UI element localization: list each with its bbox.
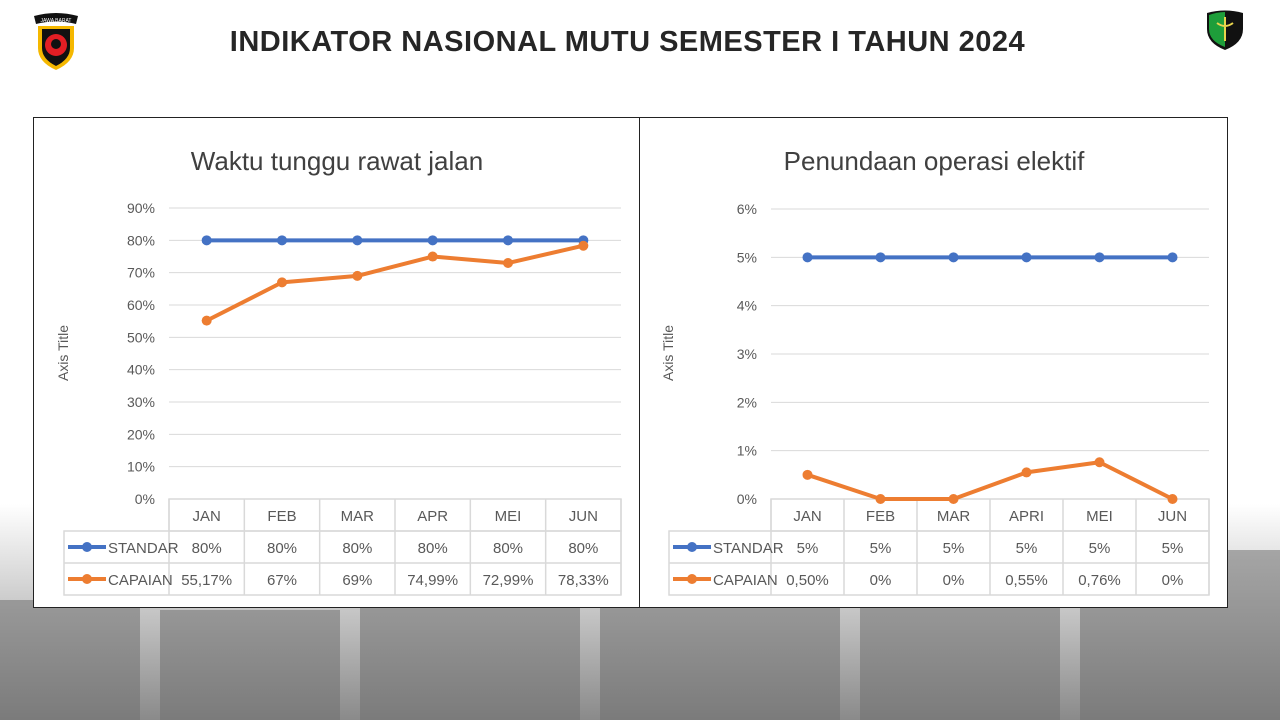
y-tick-label: 4% [737,298,757,314]
data-point-standar [1167,252,1178,263]
legend-marker-standar [82,542,92,552]
data-table-cell: 80% [267,540,297,557]
data-point-capaian [277,277,287,288]
data-table-cell: 5% [1016,540,1038,557]
x-category-label: APRI [1009,508,1044,525]
data-point-capaian [201,315,212,326]
y-tick-label: 80% [127,232,155,248]
y-tick-label: 70% [127,265,155,281]
legend-marker-standar [687,542,697,552]
y-tick-label: 1% [737,443,757,459]
data-point-capaian [503,257,513,268]
legend-label-standar: STANDAR [713,540,784,557]
data-point-capaian [352,270,363,281]
chart-panel-waktu-tunggu: Waktu tunggu rawat jalan Axis Title 0% 10% 2… [33,117,640,608]
data-table-cell: 80% [568,540,598,557]
data-point-standar [802,252,813,263]
y-axis-title: Axis Title [55,325,71,381]
data-point-standar [1021,252,1032,263]
data-table-cell: 5% [943,540,965,557]
data-table-cell: 72,99% [483,572,534,589]
data-table-cell: 0% [1162,572,1184,589]
legend-label-capaian: CAPAIAN [713,572,778,589]
data-table-cell: 5% [797,540,819,557]
y-tick-label: 50% [127,329,155,345]
data-point-standar [1094,252,1105,263]
data-point-capaian [1167,494,1178,504]
y-tick-label: 10% [127,459,155,475]
data-point-standar [948,252,959,263]
police-logo: JAWA BARAT [32,12,80,77]
x-category-label: MEI [495,508,522,525]
data-table-cell: 5% [1089,540,1111,557]
data-table-cell: 0% [870,572,892,589]
data-table-cell: 80% [342,540,372,557]
data-table-cell: 80% [493,540,523,557]
hospital-logo [1206,9,1244,56]
svg-text:JAWA BARAT: JAWA BARAT [41,18,72,24]
data-table-cell: 0,76% [1078,572,1121,589]
data-table-cell: 0% [943,572,965,589]
data-table-cell: 74,99% [407,572,458,589]
data-table-cell: 55,17% [181,572,232,589]
y-tick-label: 30% [127,394,155,410]
data-point-capaian [578,240,589,251]
data-point-standar [352,235,363,246]
y-tick-label: 40% [127,362,155,378]
x-category-label: FEB [866,508,895,525]
series-line-capaian [205,243,584,323]
building-background [0,540,1280,720]
y-tick-label: 0% [737,491,757,507]
y-tick-label: 60% [127,297,155,313]
y-tick-label: 5% [737,249,757,265]
x-category-label: MAR [937,508,971,525]
data-point-standar [427,235,438,246]
data-table-cell: 5% [1162,540,1184,557]
x-category-label: FEB [267,508,296,525]
x-category-label: MAR [341,508,375,525]
y-tick-label: 2% [737,394,757,410]
x-category-label: JUN [569,508,598,525]
x-category-label: MEI [1086,508,1113,525]
legend-marker-capaian [687,574,697,584]
chart-title: Waktu tunggu rawat jalan [191,146,483,176]
data-point-standar [201,235,212,246]
data-table-cell: 5% [870,540,892,557]
data-point-capaian [875,494,886,504]
x-category-label: JAN [192,508,220,525]
data-table-cell: 0,50% [786,572,829,589]
y-tick-label: 0% [135,491,155,507]
data-point-standar [277,235,287,246]
chart-panel-penundaan-operasi: Penundaan operasi elektif Axis Title 0% 1% 2… [639,117,1228,608]
legend-label-capaian: CAPAIAN [108,572,173,589]
data-point-capaian [948,494,959,504]
data-table-cell: 67% [267,572,297,589]
y-tick-label: 6% [737,201,757,217]
y-tick-label: 90% [127,200,155,216]
y-axis-title: Axis Title [660,325,676,381]
x-category-label: APR [417,508,448,525]
data-point-capaian [802,469,813,480]
x-category-label: JUN [1158,508,1187,525]
data-table-cell: 0,55% [1005,572,1048,589]
data-table-cell: 80% [192,540,222,557]
data-point-capaian [1021,467,1032,478]
series-line-capaian [806,460,1174,501]
data-point-capaian [427,251,438,262]
x-category-label: JAN [793,508,821,525]
chart-title: Penundaan operasi elektif [784,146,1085,176]
page-title: INDIKATOR NASIONAL MUTU SEMESTER I TAHUN… [229,26,1026,58]
data-point-capaian [1094,457,1105,468]
data-table-cell: 69% [342,572,372,589]
data-point-standar [503,235,513,246]
data-point-standar [875,252,886,263]
legend-marker-capaian [82,574,92,584]
data-table-cell: 80% [418,540,448,557]
data-table-cell: 78,33% [558,572,609,589]
legend-label-standar: STANDAR [108,540,179,557]
y-tick-label: 20% [127,426,155,442]
y-tick-label: 3% [737,346,757,362]
